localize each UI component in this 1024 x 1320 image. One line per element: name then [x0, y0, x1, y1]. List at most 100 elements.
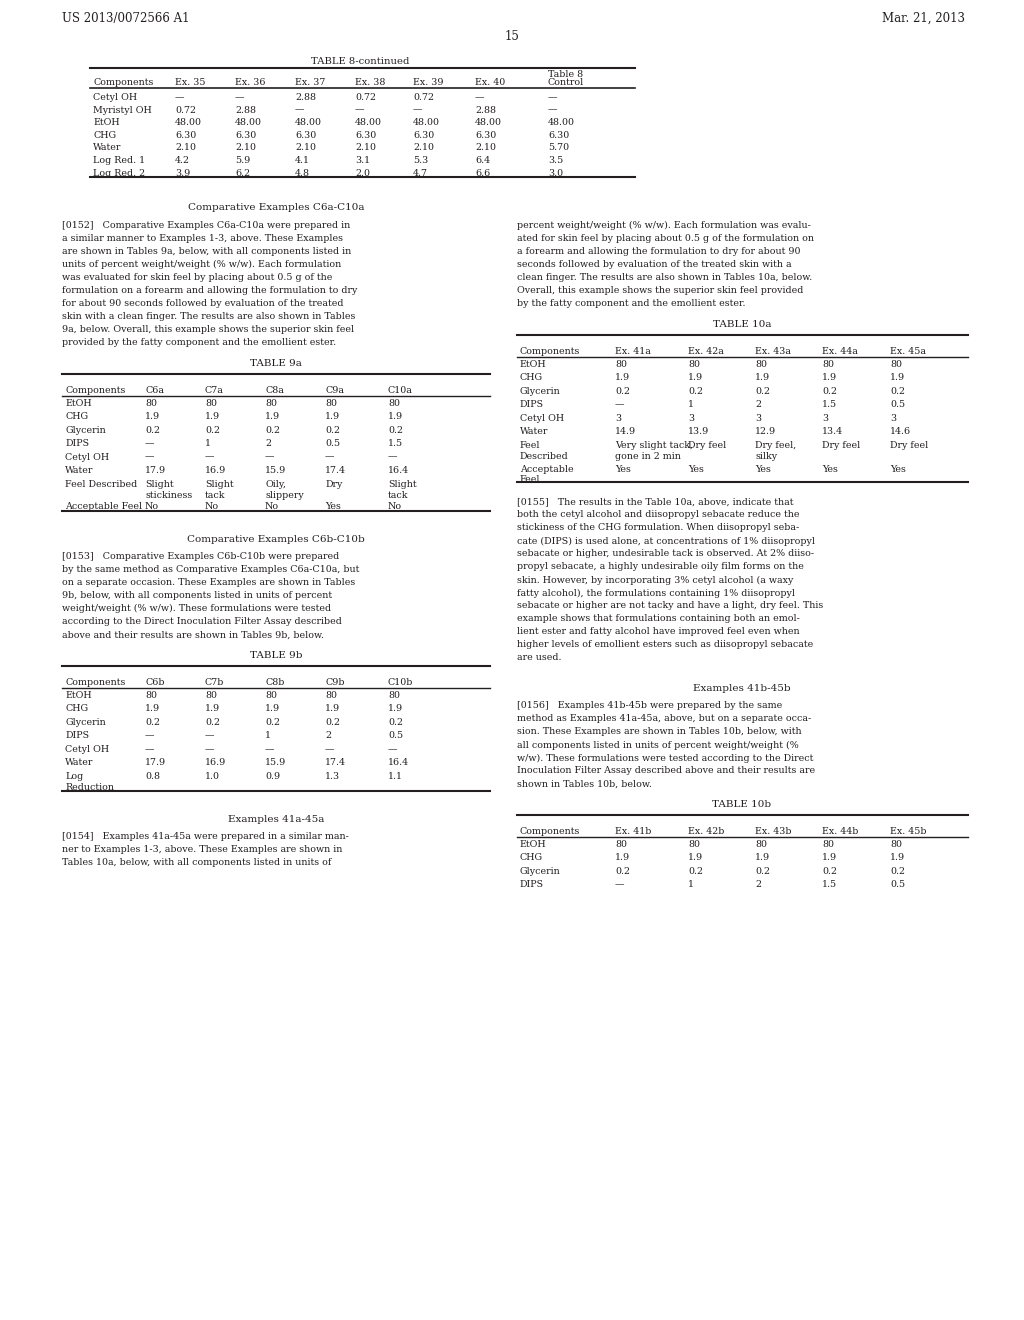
Text: Ex. 43a: Ex. 43a	[755, 347, 791, 356]
Text: No: No	[265, 503, 280, 511]
Text: Ex. 42b: Ex. 42b	[688, 828, 724, 837]
Text: C10b: C10b	[388, 678, 414, 688]
Text: Feel: Feel	[520, 475, 541, 484]
Text: shown in Tables 10b, below.: shown in Tables 10b, below.	[517, 779, 652, 788]
Text: 3: 3	[822, 413, 828, 422]
Text: 3: 3	[755, 413, 761, 422]
Text: 80: 80	[615, 360, 627, 368]
Text: 3: 3	[890, 413, 896, 422]
Text: 0.2: 0.2	[265, 426, 280, 434]
Text: 17.4: 17.4	[325, 466, 346, 475]
Text: ner to Examples 1-3, above. These Examples are shown in: ner to Examples 1-3, above. These Exampl…	[62, 845, 342, 854]
Text: Ex. 39: Ex. 39	[413, 78, 443, 87]
Text: slippery: slippery	[265, 491, 304, 500]
Text: 48.00: 48.00	[413, 119, 440, 127]
Text: 80: 80	[265, 690, 278, 700]
Text: [0152]   Comparative Examples C6a-C10a were prepared in: [0152] Comparative Examples C6a-C10a wer…	[62, 222, 350, 230]
Text: 80: 80	[688, 840, 700, 849]
Text: [0153]   Comparative Examples C6b-C10b were prepared: [0153] Comparative Examples C6b-C10b wer…	[62, 552, 339, 561]
Text: Slight: Slight	[205, 479, 233, 488]
Text: 0.2: 0.2	[265, 718, 280, 727]
Text: —: —	[413, 106, 423, 115]
Text: 0.5: 0.5	[325, 440, 340, 449]
Text: 48.00: 48.00	[234, 119, 262, 127]
Text: 0.2: 0.2	[325, 426, 340, 434]
Text: higher levels of emollient esters such as diisopropyl sebacate: higher levels of emollient esters such a…	[517, 640, 813, 649]
Text: —: —	[388, 744, 397, 754]
Text: C9b: C9b	[325, 678, 344, 688]
Text: —: —	[205, 731, 214, 741]
Text: 48.00: 48.00	[175, 119, 202, 127]
Text: CHG: CHG	[93, 131, 116, 140]
Text: Log: Log	[65, 772, 83, 781]
Text: TABLE 10b: TABLE 10b	[713, 800, 771, 809]
Text: Dry feel,: Dry feel,	[755, 441, 797, 450]
Text: 2.10: 2.10	[175, 144, 196, 152]
Text: 13.9: 13.9	[688, 428, 710, 436]
Text: CHG: CHG	[520, 854, 543, 862]
Text: 16.9: 16.9	[205, 466, 226, 475]
Text: EtOH: EtOH	[520, 360, 547, 368]
Text: Ex. 35: Ex. 35	[175, 78, 206, 87]
Text: —: —	[145, 744, 155, 754]
Text: 4.2: 4.2	[175, 156, 190, 165]
Text: Yes: Yes	[325, 503, 341, 511]
Text: 1.5: 1.5	[388, 440, 403, 449]
Text: Components: Components	[520, 828, 581, 837]
Text: formulation on a forearm and allowing the formulation to dry: formulation on a forearm and allowing th…	[62, 286, 357, 296]
Text: C8b: C8b	[265, 678, 285, 688]
Text: 5.3: 5.3	[413, 156, 428, 165]
Text: 80: 80	[890, 840, 902, 849]
Text: 2: 2	[755, 400, 761, 409]
Text: Cetyl OH: Cetyl OH	[93, 92, 137, 102]
Text: are used.: are used.	[517, 653, 561, 663]
Text: Water: Water	[65, 466, 93, 475]
Text: Ex. 43b: Ex. 43b	[755, 828, 792, 837]
Text: Feel: Feel	[520, 441, 541, 450]
Text: 1.9: 1.9	[325, 412, 340, 421]
Text: EtOH: EtOH	[65, 690, 91, 700]
Text: Comparative Examples C6b-C10b: Comparative Examples C6b-C10b	[187, 536, 365, 544]
Text: 0.2: 0.2	[145, 718, 160, 727]
Text: TABLE 9b: TABLE 9b	[250, 651, 302, 660]
Text: 2.0: 2.0	[355, 169, 370, 178]
Text: 1.9: 1.9	[205, 412, 220, 421]
Text: 2.10: 2.10	[413, 144, 434, 152]
Text: 1.9: 1.9	[388, 705, 403, 713]
Text: 0.5: 0.5	[890, 880, 905, 890]
Text: 0.2: 0.2	[688, 387, 703, 396]
Text: 17.9: 17.9	[145, 758, 166, 767]
Text: TABLE 9a: TABLE 9a	[250, 359, 302, 368]
Text: [0156]   Examples 41b-45b were prepared by the same: [0156] Examples 41b-45b were prepared by…	[517, 701, 782, 710]
Text: Myristyl OH: Myristyl OH	[93, 106, 152, 115]
Text: Slight: Slight	[388, 479, 417, 488]
Text: DIPS: DIPS	[65, 440, 89, 449]
Text: 80: 80	[145, 399, 157, 408]
Text: example shows that formulations containing both an emol-: example shows that formulations containi…	[517, 614, 800, 623]
Text: 13.4: 13.4	[822, 428, 843, 436]
Text: 1.9: 1.9	[265, 705, 281, 713]
Text: 3.5: 3.5	[548, 156, 563, 165]
Text: 0.2: 0.2	[388, 718, 403, 727]
Text: sebacate or higher are not tacky and have a light, dry feel. This: sebacate or higher are not tacky and hav…	[517, 602, 823, 610]
Text: —: —	[355, 106, 365, 115]
Text: 0.9: 0.9	[265, 772, 281, 781]
Text: 80: 80	[755, 840, 767, 849]
Text: 1.9: 1.9	[688, 854, 703, 862]
Text: 80: 80	[205, 399, 217, 408]
Text: Acceptable: Acceptable	[520, 465, 573, 474]
Text: CHG: CHG	[65, 412, 88, 421]
Text: —: —	[265, 744, 274, 754]
Text: above and their results are shown in Tables 9b, below.: above and their results are shown in Tab…	[62, 631, 324, 639]
Text: provided by the fatty component and the emollient ester.: provided by the fatty component and the …	[62, 338, 336, 347]
Text: silky: silky	[755, 453, 777, 462]
Text: Ex. 38: Ex. 38	[355, 78, 385, 87]
Text: 2.10: 2.10	[295, 144, 316, 152]
Text: 0.2: 0.2	[890, 387, 905, 396]
Text: weight/weight (% w/w). These formulations were tested: weight/weight (% w/w). These formulation…	[62, 605, 331, 614]
Text: 1.9: 1.9	[822, 374, 838, 383]
Text: C7b: C7b	[205, 678, 224, 688]
Text: TABLE 10a: TABLE 10a	[713, 321, 771, 329]
Text: 1.0: 1.0	[205, 772, 220, 781]
Text: —: —	[145, 440, 155, 449]
